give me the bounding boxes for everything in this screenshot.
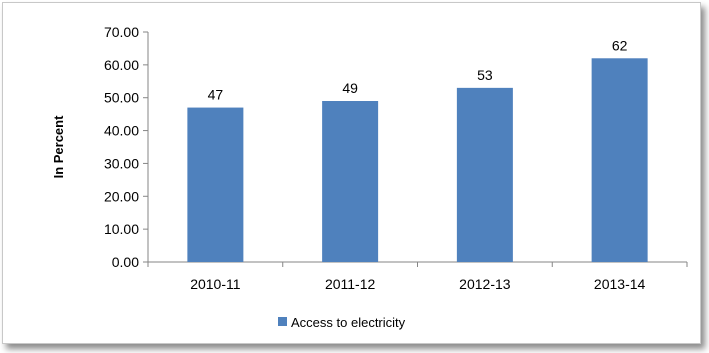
- y-tick-label: 20.00: [104, 188, 139, 204]
- x-tick-label: 2010-11: [190, 276, 241, 292]
- y-tick-label: 30.00: [104, 155, 139, 171]
- data-label: 53: [477, 67, 493, 83]
- bar: [456, 87, 513, 262]
- y-tick-label: 40.00: [104, 123, 139, 139]
- bars: 47 49 53 62: [187, 37, 648, 263]
- data-label: 47: [208, 87, 224, 103]
- x-tick-label: 2011-12: [325, 276, 376, 292]
- y-tick-label: 50.00: [104, 90, 139, 106]
- y-axis-title: In Percent: [51, 115, 66, 179]
- legend-label: Access to electricity: [291, 315, 406, 330]
- y-tick-label: 70.00: [104, 24, 139, 40]
- bar: [591, 58, 648, 263]
- data-label: 62: [612, 37, 628, 53]
- bar: [322, 101, 379, 262]
- x-axis: 2010-11 2011-12 2012-13 2013-14: [147, 261, 688, 292]
- bar: [187, 107, 244, 262]
- y-tick-label: 60.00: [104, 57, 139, 73]
- legend-swatch: [278, 317, 287, 326]
- y-tick-label: 0.00: [112, 254, 139, 270]
- x-tick-label: 2013-14: [594, 276, 646, 292]
- data-label: 49: [342, 80, 358, 96]
- legend: Access to electricity: [278, 315, 406, 330]
- x-tick-label: 2012-13: [459, 276, 511, 292]
- y-axis: 0.00 10.00 20.00 30.00 40.00 50.00 60.00 70.00: [104, 24, 149, 270]
- y-tick-label: 10.00: [104, 221, 139, 237]
